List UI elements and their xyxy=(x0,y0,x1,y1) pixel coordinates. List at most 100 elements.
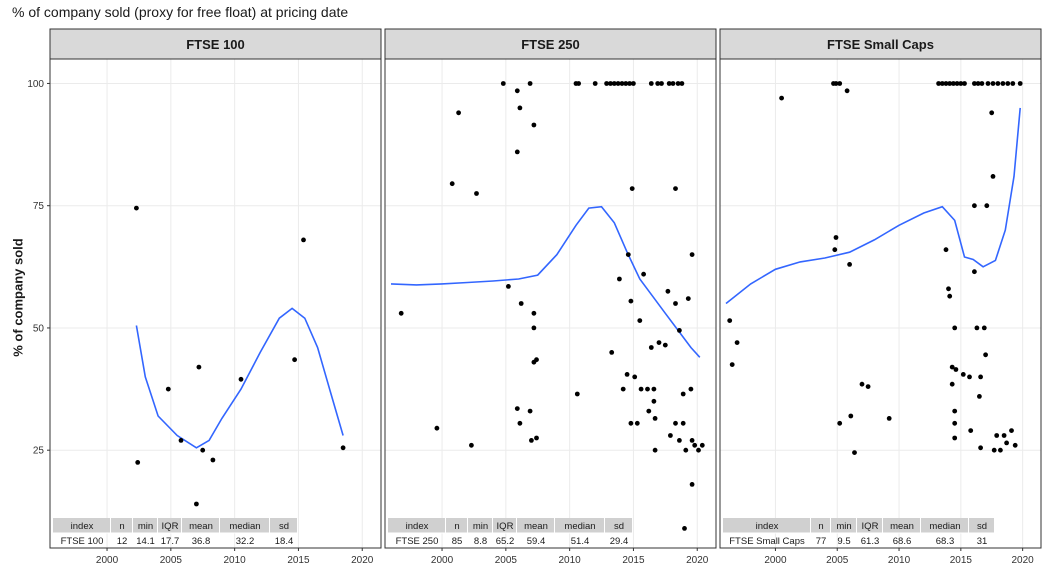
stats-header-index: index xyxy=(406,521,429,532)
stats-value-IQR: 17.7 xyxy=(161,536,180,547)
data-point xyxy=(936,81,941,86)
data-point xyxy=(990,81,996,86)
stats-header-cell xyxy=(831,518,856,533)
data-point xyxy=(625,252,631,257)
stats-header-cell xyxy=(857,518,882,533)
data-point xyxy=(994,433,1000,438)
data-point xyxy=(947,81,953,86)
data-point xyxy=(949,381,955,387)
data-point xyxy=(688,386,694,392)
data-point xyxy=(983,352,988,358)
smooth-line xyxy=(725,107,1021,305)
data-point xyxy=(651,386,657,392)
data-point xyxy=(689,252,695,257)
data-point xyxy=(628,298,634,304)
stats-header-mean: mean xyxy=(890,521,914,532)
stats-value-IQR: 65.2 xyxy=(496,536,515,547)
data-point xyxy=(949,364,955,370)
data-point xyxy=(998,447,1003,453)
y-tick-label: 50 xyxy=(33,323,45,334)
stats-table: index FTSE 250 n 85 min 8.8 IQR 65.2 mean 59.4 med… xyxy=(388,518,633,547)
stats-header-sd: sd xyxy=(279,521,289,532)
stats-value-index: FTSE Small Caps xyxy=(729,536,805,547)
data-point xyxy=(675,81,681,86)
data-point xyxy=(648,345,654,350)
data-point xyxy=(517,105,523,111)
stats-value-n: 85 xyxy=(452,536,463,547)
data-point xyxy=(837,81,843,86)
data-point xyxy=(886,416,892,421)
data-point xyxy=(975,81,981,86)
data-point xyxy=(651,398,657,404)
data-point xyxy=(689,438,695,443)
stats-value-index: FTSE 100 xyxy=(61,536,104,547)
data-point xyxy=(194,501,199,507)
data-point xyxy=(727,318,733,323)
stats-header-median: median xyxy=(929,521,960,532)
data-point xyxy=(196,364,202,370)
stats-value-mean: 59.4 xyxy=(527,536,546,547)
data-point xyxy=(608,81,613,86)
stats-header-n: n xyxy=(818,521,823,532)
stats-header-cell xyxy=(555,518,604,533)
data-point xyxy=(984,203,990,209)
data-point xyxy=(1009,428,1014,433)
stats-header-mean: mean xyxy=(189,521,213,532)
data-point xyxy=(210,457,216,463)
panel-border xyxy=(384,58,717,549)
stats-header-cell xyxy=(133,518,157,533)
stats-header-index: index xyxy=(756,521,779,532)
x-tick-label: 2005 xyxy=(495,555,518,566)
data-point xyxy=(692,442,698,448)
data-point xyxy=(666,81,672,86)
stats-header-sd: sd xyxy=(977,521,987,532)
stats-header-cell xyxy=(883,518,920,533)
data-point xyxy=(985,81,991,86)
stats-header-index: index xyxy=(71,521,94,532)
x-tick-label: 2005 xyxy=(826,555,849,566)
data-point xyxy=(178,438,184,443)
data-point xyxy=(673,186,678,192)
data-point xyxy=(978,445,983,451)
data-point xyxy=(529,438,534,443)
data-point xyxy=(641,271,646,277)
data-point xyxy=(952,408,958,414)
stats-header-min: min xyxy=(138,521,153,532)
data-point xyxy=(972,81,977,86)
data-point xyxy=(952,435,958,441)
stats-header-cell xyxy=(53,518,110,533)
stats-header-cell xyxy=(468,518,492,533)
data-point xyxy=(527,408,533,414)
x-tick-label: 2015 xyxy=(622,555,645,566)
data-point xyxy=(623,81,629,86)
stats-value-mean: 36.8 xyxy=(192,536,211,547)
data-point xyxy=(680,420,686,426)
data-point xyxy=(662,342,668,348)
stats-value-index: FTSE 250 xyxy=(396,536,439,547)
data-point xyxy=(1001,433,1007,438)
stats-value-n: 77 xyxy=(816,536,827,547)
data-point xyxy=(844,88,850,94)
data-point xyxy=(629,186,635,192)
stats-header-mean: mean xyxy=(524,521,548,532)
data-point xyxy=(469,442,474,448)
x-tick-label: 2015 xyxy=(950,555,973,566)
x-tick-label: 2020 xyxy=(1012,555,1035,566)
data-point xyxy=(624,372,630,377)
facet-strip xyxy=(719,28,1042,60)
data-point xyxy=(659,81,664,86)
data-point xyxy=(518,301,524,306)
data-point xyxy=(1017,81,1023,86)
facet-strip xyxy=(49,28,382,60)
data-point xyxy=(638,386,644,392)
data-point xyxy=(981,325,987,331)
data-point xyxy=(832,247,838,253)
data-point xyxy=(665,288,671,294)
data-point xyxy=(619,81,625,86)
data-point xyxy=(683,447,689,453)
stats-header-n: n xyxy=(119,521,124,532)
data-point xyxy=(679,81,685,86)
panel-2: FTSE 250 index FTSE 250 n 85 min 8.8 IQR 65.2 mea… xyxy=(384,28,717,566)
stats-header-cell xyxy=(182,518,219,533)
stats-value-median: 32.2 xyxy=(236,536,255,547)
